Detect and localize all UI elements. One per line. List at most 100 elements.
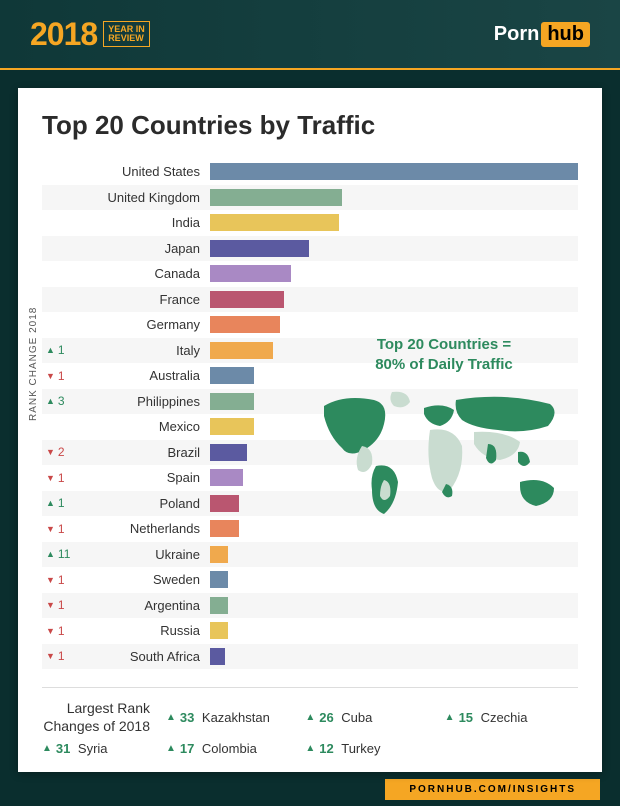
rank-change-cell: ▼1 [42, 649, 80, 663]
bar-row: United Kingdom [42, 185, 578, 211]
rank-change-cell: ▼1 [42, 522, 80, 536]
rank-change-value: 1 [58, 343, 65, 357]
bar-row: France [42, 287, 578, 313]
country-name: Philippines [80, 394, 210, 409]
rank-change-value: 1 [58, 573, 65, 587]
bar-track [210, 567, 578, 593]
logo: Porn hub [494, 22, 590, 47]
bar [210, 469, 243, 486]
rank-change-cell: ▲1 [42, 343, 80, 357]
bar [210, 291, 284, 308]
logo-part-b: hub [541, 22, 590, 47]
bar-track [210, 261, 578, 287]
rank-up-icon: ▲ [166, 743, 176, 754]
bar [210, 240, 309, 257]
bar [210, 444, 247, 461]
rank-up-icon: ▲ [46, 498, 55, 508]
rank-up-icon: ▲ [305, 743, 315, 754]
country-name: Poland [80, 496, 210, 511]
rank-change-value: 1 [58, 598, 65, 612]
rank-change-cell: ▲1 [42, 496, 80, 510]
map-callout: Top 20 Countries = 80% of Daily Traffic [314, 335, 574, 526]
card-title: Top 20 Countries by Traffic [42, 110, 578, 141]
bar [210, 622, 228, 639]
rank-up-icon: ▲ [46, 396, 55, 406]
bar [210, 571, 228, 588]
bar-row: ▲11Ukraine [42, 542, 578, 568]
rank-change-value: 12 [319, 741, 337, 756]
country-name: United Kingdom [80, 190, 210, 205]
rank-down-icon: ▼ [46, 371, 55, 381]
bar-track [210, 542, 578, 568]
bar [210, 265, 291, 282]
country-name: United States [80, 164, 210, 179]
rank-axis-label: RANK CHANGE 2018 [28, 307, 39, 421]
bar [210, 495, 239, 512]
bar-track [210, 644, 578, 670]
rank-change-value: 1 [58, 522, 65, 536]
country-name: Argentina [80, 598, 210, 613]
year-number: 2018 [30, 16, 97, 53]
bar-row: Germany [42, 312, 578, 338]
year-badge: 2018 YEAR IN REVIEW [30, 16, 150, 53]
world-map-icon [314, 386, 574, 526]
country-name: India [80, 215, 210, 230]
rank-down-icon: ▼ [46, 651, 55, 661]
rank-change-cell: ▼1 [42, 471, 80, 485]
rank-down-icon: ▼ [46, 600, 55, 610]
bar-track [210, 185, 578, 211]
rank-down-icon: ▼ [46, 473, 55, 483]
logo-part-a: Porn [494, 23, 540, 46]
bar-row: ▼1Russia [42, 618, 578, 644]
bar [210, 648, 225, 665]
insights-url: PORNHUB.COM/INSIGHTS [385, 779, 600, 800]
rank-change-cell: ▼2 [42, 445, 80, 459]
bar [210, 214, 339, 231]
bar-track [210, 210, 578, 236]
country-name: Colombia [202, 741, 257, 756]
largest-rank-item: ▲12Turkey [305, 741, 438, 756]
rank-change-cell: ▼1 [42, 598, 80, 612]
bar-track [210, 312, 578, 338]
bar [210, 546, 228, 563]
country-name: Mexico [80, 419, 210, 434]
rank-up-icon: ▲ [445, 712, 455, 723]
chart-area: RANK CHANGE 2018 United StatesUnited Kin… [42, 159, 578, 669]
rank-change-cell: ▼1 [42, 624, 80, 638]
rank-change-value: 26 [319, 710, 337, 725]
largest-rank-item: ▲15Czechia [445, 700, 578, 735]
country-name: Spain [80, 470, 210, 485]
country-name: Australia [80, 368, 210, 383]
country-name: Ukraine [80, 547, 210, 562]
rank-change-value: 1 [58, 369, 65, 383]
rank-down-icon: ▼ [46, 524, 55, 534]
country-name: Czechia [481, 710, 528, 725]
largest-rank-item: ▲26Cuba [305, 700, 438, 735]
rank-down-icon: ▼ [46, 447, 55, 457]
bar-track [210, 287, 578, 313]
country-name: Brazil [80, 445, 210, 460]
rank-down-icon: ▼ [46, 626, 55, 636]
rank-change-value: 17 [180, 741, 198, 756]
rank-change-value: 1 [58, 496, 65, 510]
bar-track [210, 159, 578, 185]
rank-change-value: 1 [58, 471, 65, 485]
rank-change-cell: ▼1 [42, 573, 80, 587]
bar [210, 316, 280, 333]
bar [210, 393, 254, 410]
bar-track [210, 618, 578, 644]
country-name: Canada [80, 266, 210, 281]
country-name: Syria [78, 741, 108, 756]
country-name: Japan [80, 241, 210, 256]
bar-row: United States [42, 159, 578, 185]
rank-up-icon: ▲ [46, 345, 55, 355]
bar-row: Japan [42, 236, 578, 262]
rank-change-value: 3 [58, 394, 65, 408]
rank-up-icon: ▲ [166, 712, 176, 723]
rank-change-value: 33 [180, 710, 198, 725]
bar [210, 163, 578, 180]
bar [210, 418, 254, 435]
content-card: Top 20 Countries by Traffic RANK CHANGE … [18, 88, 602, 772]
largest-rank-item: ▲31Syria [42, 741, 160, 756]
country-name: South Africa [80, 649, 210, 664]
